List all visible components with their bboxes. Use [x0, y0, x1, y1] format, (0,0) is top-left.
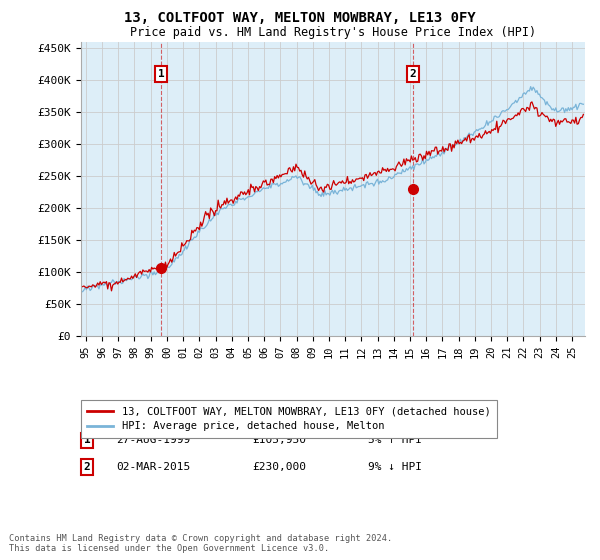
Text: 5% ↑ HPI: 5% ↑ HPI	[368, 435, 422, 445]
Text: 13, COLTFOOT WAY, MELTON MOWBRAY, LE13 0FY: 13, COLTFOOT WAY, MELTON MOWBRAY, LE13 0…	[124, 11, 476, 25]
Text: 9% ↓ HPI: 9% ↓ HPI	[368, 462, 422, 472]
Legend: 13, COLTFOOT WAY, MELTON MOWBRAY, LE13 0FY (detached house), HPI: Average price,: 13, COLTFOOT WAY, MELTON MOWBRAY, LE13 0…	[81, 400, 497, 438]
Text: 1: 1	[158, 69, 164, 79]
Text: 02-MAR-2015: 02-MAR-2015	[116, 462, 191, 472]
Text: £105,950: £105,950	[253, 435, 307, 445]
Text: Contains HM Land Registry data © Crown copyright and database right 2024.
This d: Contains HM Land Registry data © Crown c…	[9, 534, 392, 553]
Text: 1: 1	[83, 435, 91, 445]
Title: Price paid vs. HM Land Registry's House Price Index (HPI): Price paid vs. HM Land Registry's House …	[130, 26, 536, 39]
Text: 27-AUG-1999: 27-AUG-1999	[116, 435, 191, 445]
Text: 2: 2	[409, 69, 416, 79]
Text: 2: 2	[83, 462, 91, 472]
Text: £230,000: £230,000	[253, 462, 307, 472]
